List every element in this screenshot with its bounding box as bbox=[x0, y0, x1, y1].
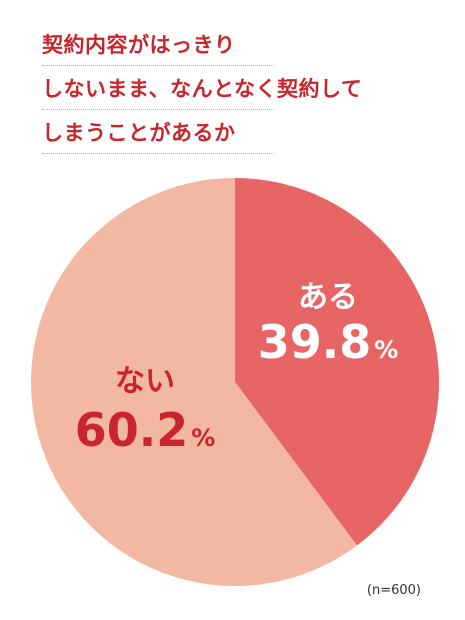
pie-slice-aru bbox=[235, 178, 440, 546]
title-line-1: 契約内容がはっきり bbox=[42, 22, 274, 66]
pie-slice-nai bbox=[31, 178, 357, 587]
slice-value-aru: 39.8% bbox=[258, 315, 399, 369]
slice-label-nai: ない bbox=[115, 364, 175, 399]
title-line-3: しまうことがあるか bbox=[42, 110, 274, 154]
slice-label-aru: ある bbox=[298, 280, 358, 315]
slice-value-nai: 60.2% bbox=[75, 403, 216, 457]
sample-size-note: (n=600) bbox=[366, 583, 421, 598]
